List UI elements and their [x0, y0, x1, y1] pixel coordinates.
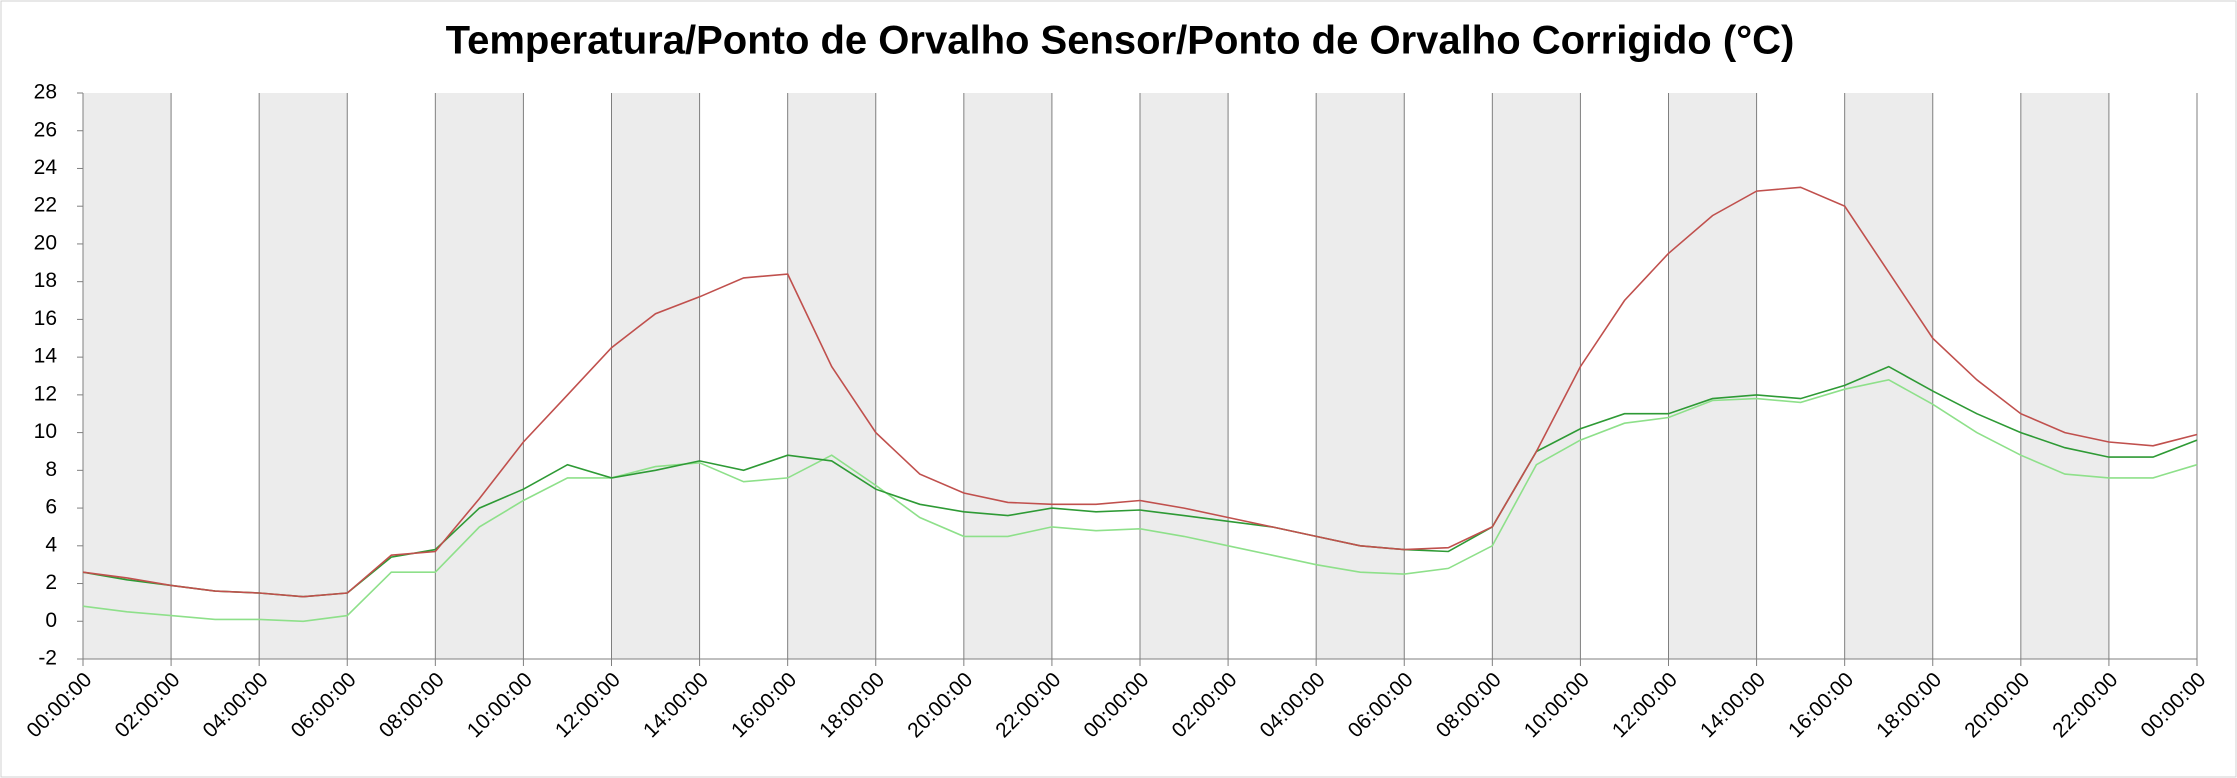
- y-tick-label: 2: [45, 571, 57, 594]
- band: [1140, 93, 1229, 659]
- y-tick-label: 6: [45, 496, 57, 519]
- y-tick-label: 12: [34, 382, 57, 405]
- y-tick-label: 0: [45, 609, 57, 632]
- y-tick-label: 28: [34, 81, 57, 104]
- band: [259, 93, 348, 659]
- band: [83, 93, 172, 659]
- band: [1492, 93, 1581, 659]
- y-tick-label: -2: [38, 647, 57, 670]
- band: [611, 93, 700, 659]
- y-tick-label: 24: [34, 156, 58, 179]
- band: [787, 93, 876, 659]
- band: [963, 93, 1052, 659]
- chart-title: Temperatura/Ponto de Orvalho Sensor/Pont…: [446, 19, 1795, 63]
- y-tick-label: 20: [34, 231, 57, 254]
- band: [435, 93, 524, 659]
- series-line: [82, 378, 2198, 623]
- y-tick-label: 10: [34, 420, 57, 443]
- y-tick-label: 22: [34, 194, 57, 217]
- band: [1844, 93, 1933, 659]
- band: [1316, 93, 1405, 659]
- y-tick-label: 8: [45, 458, 57, 481]
- y-tick-label: 18: [34, 269, 57, 292]
- band: [1668, 93, 1757, 659]
- y-tick-label: 16: [34, 307, 57, 330]
- y-tick-label: 4: [45, 533, 57, 556]
- series-line: [82, 365, 2198, 598]
- band: [2020, 93, 2109, 659]
- series-line: [82, 186, 2198, 598]
- y-tick-label: 26: [34, 118, 57, 141]
- y-tick-label: 14: [34, 345, 58, 368]
